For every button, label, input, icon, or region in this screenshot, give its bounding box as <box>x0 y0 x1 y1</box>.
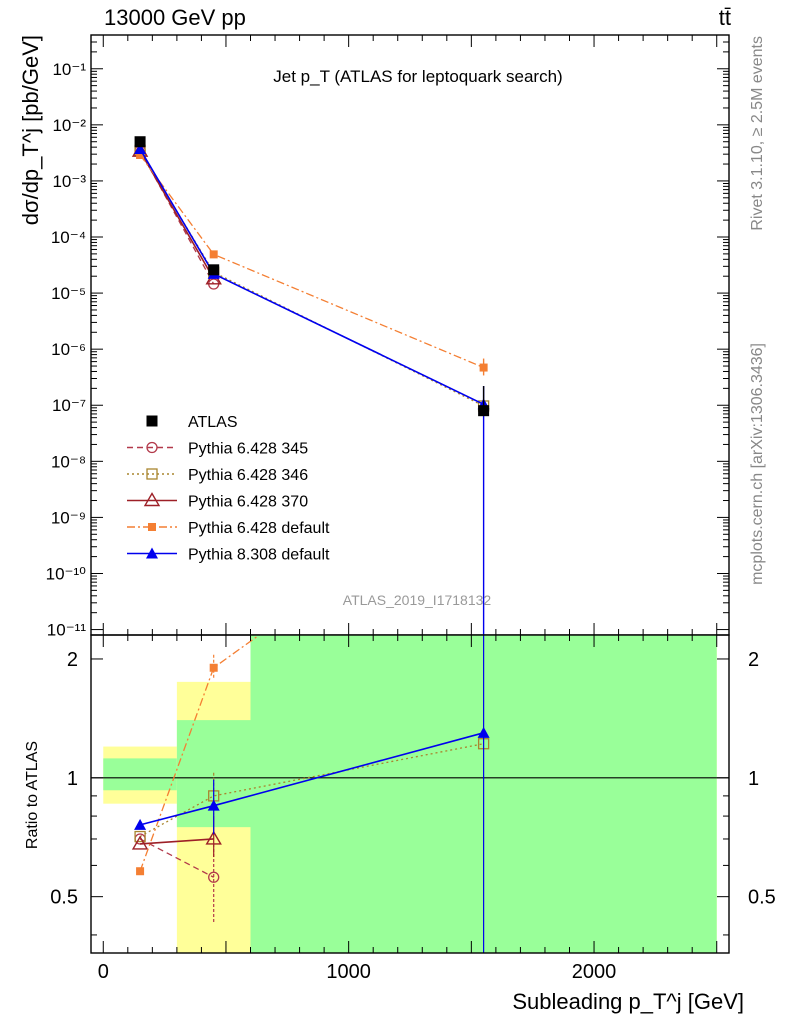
legend-marker <box>143 492 161 507</box>
ratio-y-tick-label-right: 0.5 <box>748 887 776 909</box>
ratio-series-layer <box>131 635 490 953</box>
ratio-point <box>209 663 218 672</box>
main-y-tick-label: 10⁻⁶ <box>51 340 86 359</box>
ratio-y-tick-label: 2 <box>67 649 78 671</box>
data-point <box>479 363 488 372</box>
data-point <box>209 250 218 259</box>
ratio-point <box>134 818 147 830</box>
legend-marker <box>148 523 156 531</box>
ratio-point <box>205 830 222 845</box>
legend-label: Pythia 6.428 346 <box>188 467 308 484</box>
legend-label: Pythia 6.428 345 <box>188 441 308 458</box>
legend: ATLAS Pythia 6.428 345 Pythia 6.428 346 Pyt… <box>127 414 330 564</box>
legend-label: Pythia 8.308 default <box>188 547 330 564</box>
ratio-panel: 0.5 0.5 1 1 2 2 0 1000 2000 Ratio to ATLAS Suble… <box>24 634 776 1014</box>
ratio-panel-frame <box>90 634 730 954</box>
x-tick-label: 1000 <box>326 961 371 983</box>
main-y-tick-label: 10⁻⁹ <box>51 508 86 527</box>
main-y-tick-label: 10⁻⁷ <box>52 396 86 415</box>
ratio-point <box>207 799 220 811</box>
band-green <box>103 758 177 791</box>
main-y-tick-label: 10⁻⁴ <box>51 228 86 247</box>
ratio-y-tick-label-right: 1 <box>748 768 759 790</box>
main-y-axis-label: dσ/dp_T^j [pb/GeV] <box>18 35 43 225</box>
legend-label: ATLAS <box>188 414 238 431</box>
main-y-tick-label: 10⁻³ <box>52 172 86 191</box>
legend-label: Pythia 6.428 370 <box>188 494 308 511</box>
series-line <box>139 154 484 369</box>
mcplots-label: mcplots.cern.ch [arXiv:1306.3436] <box>749 343 766 585</box>
data-point <box>136 150 145 159</box>
ratio-point <box>136 867 145 876</box>
ratio-series-line <box>140 838 214 845</box>
ratio-point <box>134 830 146 843</box>
x-tick-label: 0 <box>98 961 109 983</box>
legend-marker <box>146 547 158 559</box>
header-left: 13000 GeV pp <box>104 5 246 30</box>
analysis-id-label: ATLAS_2019_I1718132 <box>343 592 492 608</box>
legend-marker <box>146 415 158 427</box>
header-right: tt̄ <box>719 5 731 30</box>
data-point <box>134 136 146 148</box>
ratio-axis-ticks: 0.5 0.5 1 1 2 2 0 1000 2000 <box>50 635 776 983</box>
main-y-tick-label: 10⁻¹⁰ <box>46 564 87 583</box>
main-y-tick-label: 10⁻¹ <box>52 60 86 79</box>
main-axis-ticks: 10⁻¹¹ 10⁻¹⁰ 10⁻⁹ 10⁻⁸ 10⁻⁷ 10⁻⁶ 10⁻⁵ 10⁻⁴ 10⁻³ 10… <box>46 34 729 640</box>
legend-label: Pythia 6.428 default <box>188 520 330 537</box>
rivet-label: Rivet 3.1.10, ≥ 2.5M events <box>749 36 766 231</box>
ratio-y-tick-label-right: 2 <box>748 649 759 671</box>
ratio-point <box>131 835 149 850</box>
uncertainty-bands <box>103 635 717 953</box>
main-panel: 10⁻¹¹ 10⁻¹⁰ 10⁻⁹ 10⁻⁸ 10⁻⁷ 10⁻⁶ 10⁻⁵ 10⁻⁴ 10⁻³ 10… <box>18 34 730 640</box>
ratio-series-line <box>139 838 214 878</box>
ratio-point <box>208 871 220 883</box>
ratio-point <box>477 726 490 738</box>
data-point <box>134 143 147 155</box>
main-title: Jet p_T (ATLAS for leptoquark search) <box>273 67 562 86</box>
main-y-tick-label: 10⁻¹¹ <box>47 621 87 640</box>
ratio-y-axis-label: Ratio to ATLAS <box>24 741 41 849</box>
x-axis-label: Subleading p_T^j [GeV] <box>512 989 744 1014</box>
main-series-layer <box>131 136 490 635</box>
main-y-tick-label: 10⁻⁵ <box>51 284 86 303</box>
ratio-y-tick-label: 1 <box>67 768 78 790</box>
ratio-y-tick-label: 0.5 <box>50 887 78 909</box>
main-y-tick-label: 10⁻² <box>52 116 86 135</box>
series-line <box>139 148 484 406</box>
series-line <box>139 150 484 407</box>
legend-marker <box>146 468 158 480</box>
main-y-tick-label: 10⁻⁸ <box>51 452 86 471</box>
data-point <box>208 264 220 276</box>
main-panel-frame <box>90 34 730 636</box>
data-point <box>478 405 490 417</box>
legend-marker <box>146 441 158 454</box>
x-tick-label: 2000 <box>572 961 617 983</box>
